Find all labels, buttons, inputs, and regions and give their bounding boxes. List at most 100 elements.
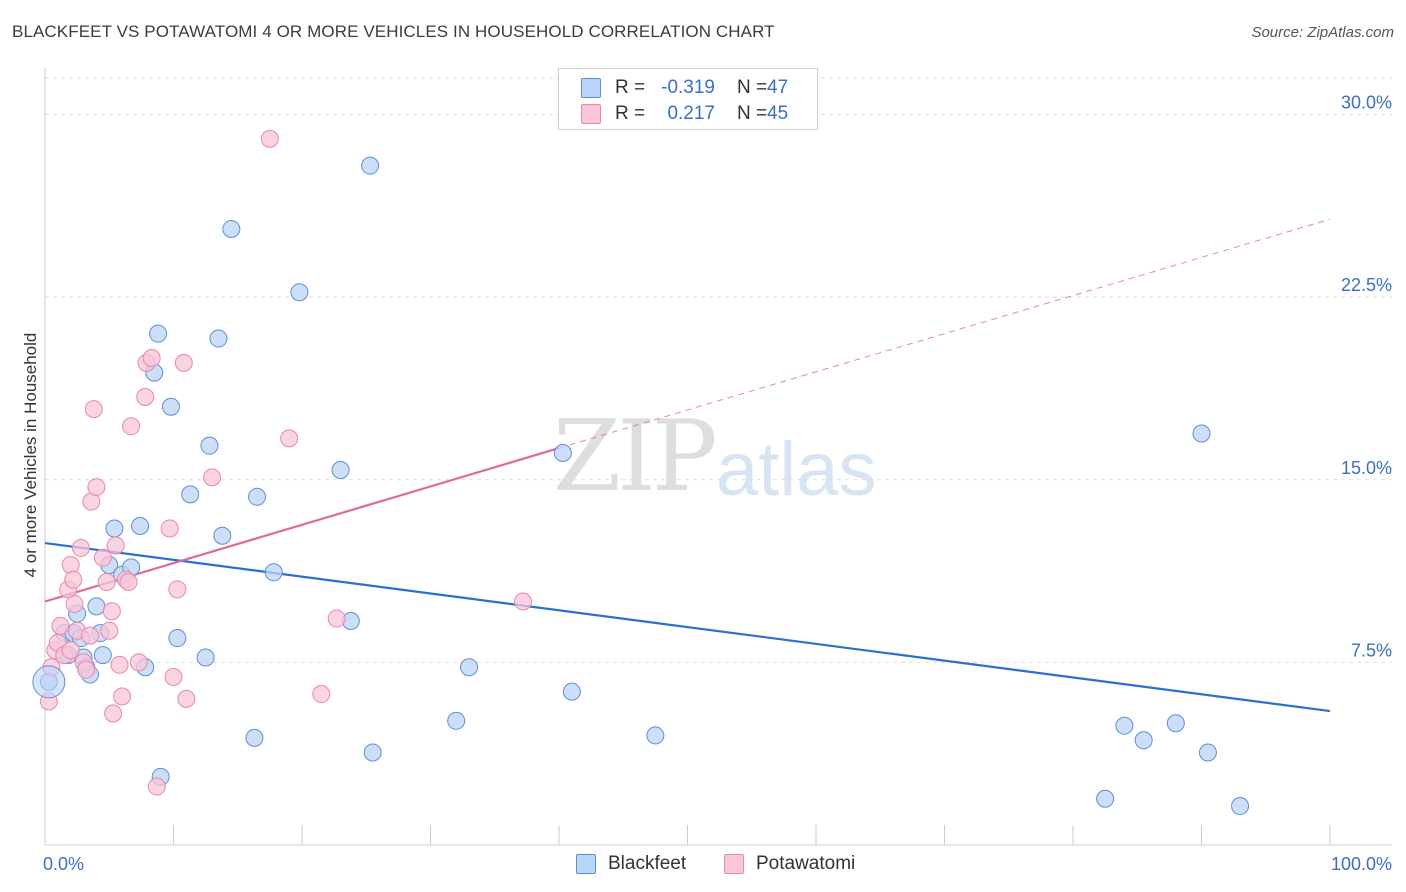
point-potawatomi [106,536,125,555]
point-blackfeet [1231,797,1250,816]
point-potawatomi [64,570,83,589]
legend-row-blackfeet: R = -0.319 N = 47 [581,76,788,100]
point-blackfeet [460,658,479,677]
point-blackfeet [290,283,309,302]
axis-layer [44,68,1392,846]
point-potawatomi [84,400,103,419]
trend-layer [44,218,1331,713]
point-blackfeet [105,519,124,538]
source-label: Source: ZipAtlas.com [1251,24,1394,41]
point-blackfeet [131,517,150,536]
point-blackfeet [1198,743,1217,762]
legend-r-label: R = [615,103,646,124]
point-potawatomi [174,353,193,372]
point-potawatomi [327,609,346,628]
point-blackfeet [361,156,380,175]
point-blackfeet [562,682,581,701]
point-potawatomi [61,555,80,574]
point-blackfeet [1096,789,1115,808]
point-blackfeet [264,563,283,582]
y-tick-label: 30.0% [1341,93,1392,113]
point-potawatomi [122,417,141,436]
legend-n-value: 47 [767,77,789,98]
point-potawatomi [87,478,106,497]
point-potawatomi [177,689,196,708]
point-blackfeet [222,219,241,238]
point-blackfeet [245,728,264,747]
point-potawatomi [61,641,80,660]
point-potawatomi [147,777,166,796]
point-potawatomi [97,573,116,592]
point-blackfeet [1115,716,1134,735]
point-blackfeet [331,461,350,480]
point-potawatomi [136,387,155,406]
legend-r-label: R = [615,77,646,98]
watermark-zip: ZIP [553,400,718,514]
point-potawatomi [280,429,299,448]
point-potawatomi [51,616,70,635]
correlation-legend: R = -0.319 N = 47 R = 0.217 N = 45 [558,68,818,130]
point-blackfeet [1166,714,1185,733]
point-potawatomi [160,519,179,538]
point-blackfeet [168,629,187,648]
y-tick-label: 15.0% [1341,458,1392,478]
x-tick-label: 100.0% [1331,854,1392,874]
point-blackfeet [213,526,232,545]
point-blackfeet [646,726,665,745]
point-potawatomi [129,653,148,672]
trend-line-blackfeet [44,541,1331,713]
points-layer [32,129,1250,816]
point-potawatomi [93,548,112,567]
point-blackfeet [93,646,112,665]
legend-n-value: 45 [767,103,789,124]
point-potawatomi [142,349,161,368]
point-blackfeet [200,436,219,455]
grid-layer [45,77,1392,663]
point-potawatomi [203,468,222,487]
y-axis-label: 4 or more Vehicles in Household [21,332,40,578]
point-potawatomi [164,667,183,686]
watermark-atlas: atlas [716,427,877,512]
point-blackfeet [149,324,168,343]
point-potawatomi [312,685,331,704]
y-tick-label: 22.5% [1341,275,1392,295]
point-potawatomi [514,592,533,611]
point-blackfeet-large [32,665,66,699]
point-blackfeet [209,329,228,348]
bottom-legend-potawatomi: Potawatomi [724,851,855,877]
point-potawatomi [113,687,132,706]
chart-title: BLACKFEET VS POTAWATOMI 4 OR MORE VEHICL… [12,22,775,41]
point-potawatomi [119,573,138,592]
bottom-legend-label-blackfeet: Blackfeet [608,853,687,874]
point-potawatomi [80,626,99,645]
legend-r-value: -0.319 [661,77,715,98]
point-blackfeet [87,597,106,616]
trend-line-potawatomi-extension [558,218,1331,449]
x-tick-label: 0.0% [43,854,84,874]
bottom-legend-swatch-potawatomi [724,854,744,874]
point-blackfeet [1192,424,1211,443]
point-potawatomi [102,602,121,621]
bottom-legend-blackfeet: Blackfeet [576,851,686,877]
point-potawatomi [260,129,279,148]
legend-r-value: 0.217 [667,103,715,124]
legend-swatch-potawatomi [581,104,601,124]
legend-n-label: N = [737,103,768,124]
point-potawatomi [71,538,90,557]
point-potawatomi [77,660,96,679]
point-potawatomi [104,704,123,723]
y-tick-label: 7.5% [1351,640,1392,660]
tick-label-layer: 7.5% 15.0% 22.5% 30.0% 0.0% 100.0% [43,93,1392,874]
point-potawatomi [110,655,129,674]
point-blackfeet [161,397,180,416]
bottom-legend-swatch-blackfeet [576,854,596,874]
legend-n-label: N = [737,77,768,98]
point-potawatomi [168,580,187,599]
legend-row-potawatomi: R = 0.217 N = 45 [581,102,788,126]
point-potawatomi [100,621,119,640]
point-potawatomi [65,594,84,613]
point-blackfeet [447,711,466,730]
point-blackfeet [1134,731,1153,750]
point-blackfeet [363,743,382,762]
